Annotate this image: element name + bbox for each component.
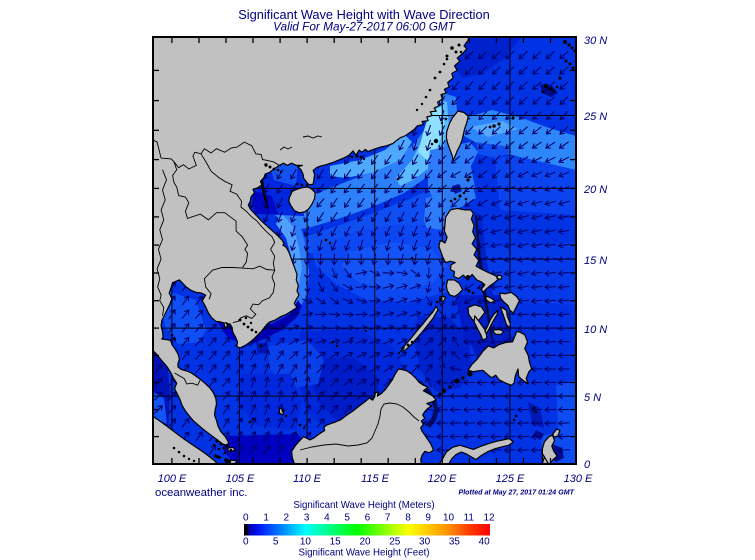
svg-text:10: 10 (300, 537, 312, 548)
svg-text:2: 2 (284, 513, 290, 524)
svg-text:7: 7 (385, 513, 391, 524)
svg-text:115 E: 115 E (361, 473, 390, 485)
svg-text:Significant Wave Height (Feet): Significant Wave Height (Feet) (298, 547, 429, 558)
svg-text:0: 0 (243, 513, 249, 524)
svg-text:105 E: 105 E (226, 473, 255, 485)
svg-text:6: 6 (365, 513, 371, 524)
svg-text:35: 35 (449, 537, 461, 548)
svg-text:10: 10 (443, 513, 455, 524)
svg-text:Plotted at May 27, 2017 01:24: Plotted at May 27, 2017 01:24 GMT (458, 489, 574, 497)
svg-text:8: 8 (405, 513, 411, 524)
svg-text:0: 0 (584, 459, 591, 471)
svg-text:oceanweather inc.: oceanweather inc. (155, 487, 247, 499)
svg-text:11: 11 (464, 513, 475, 524)
svg-text:5: 5 (273, 537, 279, 548)
svg-text:0: 0 (243, 537, 249, 548)
svg-text:120 E: 120 E (428, 473, 457, 485)
svg-text:15: 15 (330, 537, 342, 548)
svg-text:5 N: 5 N (584, 392, 601, 404)
svg-text:125 E: 125 E (496, 473, 525, 485)
svg-text:20: 20 (359, 537, 371, 548)
svg-text:20 N: 20 N (583, 184, 607, 196)
svg-text:100 E: 100 E (158, 473, 187, 485)
svg-text:9: 9 (425, 513, 431, 524)
svg-text:1: 1 (263, 513, 269, 524)
svg-text:40: 40 (479, 537, 491, 548)
svg-text:3: 3 (304, 513, 310, 524)
svg-text:5: 5 (344, 513, 350, 524)
svg-text:10 N: 10 N (584, 324, 607, 336)
svg-text:4: 4 (324, 513, 330, 524)
svg-text:Significant Wave Height with W: Significant Wave Height with Wave Direct… (238, 7, 490, 22)
svg-text:25: 25 (389, 537, 401, 548)
svg-text:25 N: 25 N (583, 111, 607, 123)
svg-text:30: 30 (419, 537, 431, 548)
svg-text:130 E: 130 E (564, 473, 593, 485)
svg-text:12: 12 (483, 513, 495, 524)
svg-text:15 N: 15 N (584, 255, 607, 267)
svg-text:Valid For May-27-2017 06:00 GM: Valid For May-27-2017 06:00 GMT (273, 19, 456, 33)
svg-text:110 E: 110 E (293, 473, 322, 485)
svg-text:Significant Wave Height (Meter: Significant Wave Height (Meters) (293, 500, 434, 511)
svg-text:30 N: 30 N (584, 35, 607, 47)
